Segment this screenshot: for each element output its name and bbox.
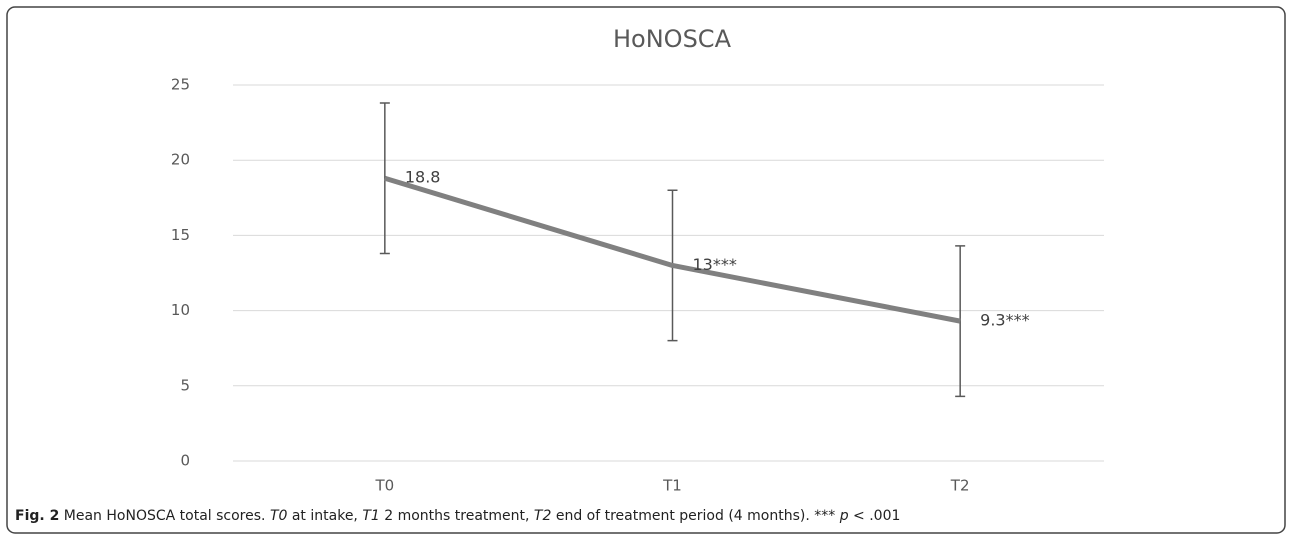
data-label: 13*** <box>693 255 737 274</box>
caption-part: < .001 <box>848 508 901 524</box>
frame <box>6 6 1286 534</box>
y-tick-label: 25 <box>171 76 190 94</box>
x-tick-label: T1 <box>662 477 682 495</box>
line <box>384 175 961 324</box>
caption: Fig. 2 Mean HoNOSCA total scores. T0 at … <box>15 508 900 524</box>
x-tick-label: T2 <box>950 477 970 495</box>
chart-title: HoNOSCA <box>613 25 732 53</box>
y-tick-label: 0 <box>180 452 190 470</box>
caption-part: T1 <box>362 508 380 524</box>
caption-part: Fig. 2 <box>15 508 60 524</box>
y-tick-label: 20 <box>171 151 190 169</box>
x-tick-label: T0 <box>374 477 394 495</box>
caption-part: T2 <box>533 508 552 524</box>
caption-part: at intake, <box>287 508 363 524</box>
error-bar <box>955 245 966 398</box>
caption-part: T0 <box>269 508 288 524</box>
caption-part: Mean HoNOSCA total scores. <box>59 508 270 524</box>
data-label: 18.8 <box>405 168 441 187</box>
caption-part: 2 months treatment, <box>379 508 534 524</box>
caption-part: p <box>839 508 849 524</box>
data-label: 9.3*** <box>980 311 1029 330</box>
caption-part: end of treatment period (4 months). *** <box>551 508 840 524</box>
error-bar <box>379 102 390 255</box>
y-tick-label: 15 <box>171 226 190 244</box>
y-tick-label: 10 <box>171 301 190 319</box>
y-tick-label: 5 <box>180 376 190 394</box>
